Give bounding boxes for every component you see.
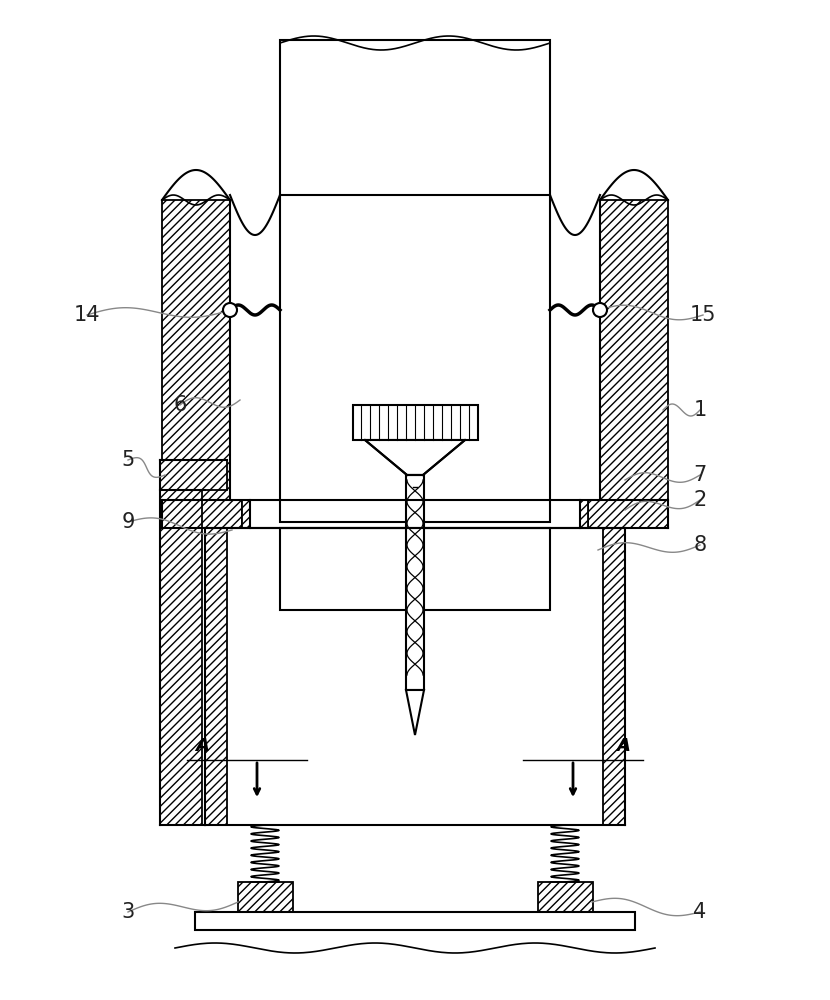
Text: 9: 9: [121, 512, 134, 532]
Text: 4: 4: [693, 902, 706, 922]
Bar: [160, 460, 227, 490]
Bar: [538, 882, 593, 912]
Text: 1: 1: [693, 400, 706, 420]
Polygon shape: [406, 690, 424, 735]
Bar: [406, 475, 424, 690]
Circle shape: [593, 303, 607, 317]
Text: A: A: [195, 737, 209, 755]
Text: 14: 14: [74, 305, 100, 325]
Polygon shape: [365, 440, 465, 475]
Text: 2: 2: [693, 490, 706, 510]
Bar: [205, 528, 227, 825]
Bar: [242, 500, 250, 528]
Bar: [162, 500, 242, 528]
Text: 7: 7: [693, 465, 706, 485]
Bar: [588, 500, 668, 528]
Bar: [353, 405, 478, 440]
Bar: [238, 882, 293, 912]
Text: 6: 6: [173, 395, 187, 415]
Text: 3: 3: [121, 902, 134, 922]
Text: 5: 5: [121, 450, 134, 470]
Bar: [603, 528, 625, 825]
Bar: [280, 40, 550, 522]
Text: A: A: [616, 737, 630, 755]
Bar: [280, 528, 550, 610]
Bar: [160, 490, 202, 825]
Text: 15: 15: [690, 305, 716, 325]
Bar: [580, 500, 588, 528]
Circle shape: [223, 303, 237, 317]
Text: 8: 8: [693, 535, 706, 555]
Bar: [600, 200, 668, 500]
Bar: [162, 200, 230, 500]
Bar: [195, 912, 635, 930]
